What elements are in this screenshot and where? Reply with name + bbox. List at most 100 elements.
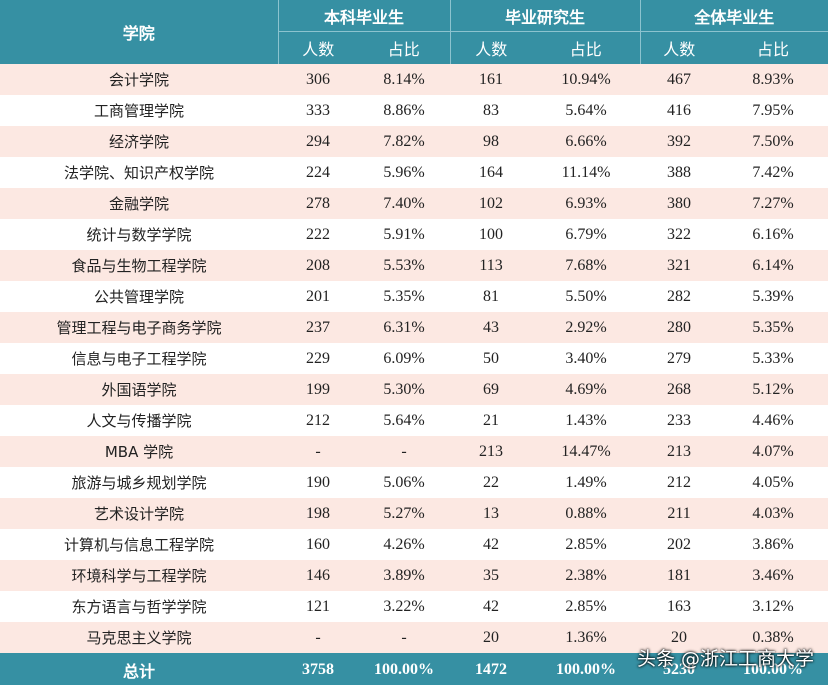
- cell: 222: [306, 225, 330, 243]
- college-name: 东方语言与哲学学院: [71, 598, 207, 616]
- cell: 294: [306, 132, 330, 150]
- cell: 42: [483, 535, 500, 553]
- cell: 100: [479, 225, 504, 243]
- cell: 0.38%: [752, 628, 794, 646]
- cell: 113: [479, 256, 503, 274]
- header-sub: 人数: [449, 31, 533, 64]
- cell: 81: [483, 287, 500, 305]
- cell: 392: [667, 132, 692, 150]
- cell: 5.53%: [383, 256, 425, 274]
- table-row: 金融学院 278 7.40% 102 6.93% 380 7.27%: [0, 188, 828, 219]
- college-name: 金融学院: [108, 195, 169, 213]
- cell: 279: [667, 349, 692, 367]
- cell: 20: [483, 628, 500, 646]
- cell: 5.96%: [383, 163, 425, 181]
- cell: 202: [667, 535, 692, 553]
- cell: 50: [483, 349, 500, 367]
- cell: 7.42%: [752, 163, 794, 181]
- cell: 213: [479, 442, 504, 460]
- table-row: 东方语言与哲学学院 121 3.22% 42 2.85% 163 3.12%: [0, 591, 828, 622]
- cell: 6.66%: [565, 132, 607, 150]
- total-label: 总计: [0, 653, 278, 685]
- cell: 388: [667, 163, 692, 181]
- table-row: 统计与数学学院 222 5.91% 100 6.79% 322 6.16%: [0, 219, 828, 250]
- cell: 321: [667, 256, 692, 274]
- college-name: 管理工程与电子商务学院: [56, 319, 222, 337]
- cell: 7.27%: [752, 194, 794, 212]
- college-name: 公共管理学院: [93, 288, 184, 306]
- cell: 5.12%: [752, 380, 794, 398]
- cell: 2.85%: [565, 597, 607, 615]
- cell: 21: [483, 411, 500, 429]
- header-group: 毕业研究生: [449, 0, 641, 32]
- cell: 268: [667, 380, 692, 398]
- cell: 3.12%: [752, 597, 794, 615]
- cell: 198: [306, 504, 330, 522]
- total-cell: 100.00%: [532, 653, 641, 685]
- cell: 69: [483, 380, 500, 398]
- cell: -: [315, 442, 321, 460]
- cell: 380: [667, 194, 692, 212]
- cell: 98: [483, 132, 500, 150]
- cell: 181: [667, 566, 692, 584]
- cell: 1.43%: [565, 411, 607, 429]
- cell: 7.50%: [752, 132, 794, 150]
- college-name: 法学院、知识产权学院: [63, 164, 214, 182]
- total-cell: 5230: [640, 653, 719, 685]
- cell: 282: [667, 287, 692, 305]
- total-cell: 3758: [278, 653, 358, 685]
- cell: 333: [306, 101, 330, 119]
- cell: 5.35%: [383, 287, 425, 305]
- college-name: 信息与电子工程学院: [71, 350, 207, 368]
- cell: 42: [483, 597, 500, 615]
- cell: 1.49%: [565, 473, 607, 491]
- cell: 7.82%: [383, 132, 425, 150]
- cell: 6.93%: [565, 194, 607, 212]
- cell: 6.31%: [383, 318, 425, 336]
- header-group: 本科毕业生: [277, 0, 451, 32]
- cell: 22: [483, 473, 500, 491]
- cell: 416: [667, 101, 692, 119]
- college-name: 食品与生物工程学院: [71, 257, 207, 275]
- table-row: 信息与电子工程学院 229 6.09% 50 3.40% 279 5.33%: [0, 343, 828, 374]
- cell: 233: [667, 411, 692, 429]
- college-name: 经济学院: [108, 133, 169, 151]
- table-row: 马克思主义学院 - - 20 1.36% 20 0.38%: [0, 622, 828, 653]
- cell: 306: [306, 70, 330, 88]
- cell: 4.07%: [752, 442, 794, 460]
- cell: 5.91%: [383, 225, 425, 243]
- college-name: 统计与数学学院: [86, 226, 192, 244]
- table-row: 会计学院 306 8.14% 161 10.94% 467 8.93%: [0, 64, 828, 95]
- table-row: 管理工程与电子商务学院 237 6.31% 43 2.92% 280 5.35%: [0, 312, 828, 343]
- cell: 467: [667, 70, 692, 88]
- header-sub: 占比: [532, 31, 641, 64]
- college-name: MBA 学院: [104, 443, 174, 461]
- cell: 2.38%: [565, 566, 607, 584]
- cell: 322: [667, 225, 692, 243]
- cell: 11.14%: [561, 163, 611, 181]
- cell: 6.14%: [752, 256, 794, 274]
- cell: -: [401, 442, 407, 460]
- cell: 8.93%: [752, 70, 794, 88]
- table-row: 计算机与信息工程学院 160 4.26% 42 2.85% 202 3.86%: [0, 529, 828, 560]
- table-row: 人文与传播学院 212 5.64% 21 1.43% 233 4.46%: [0, 405, 828, 436]
- cell: 146: [306, 566, 330, 584]
- cell: 6.09%: [383, 349, 425, 367]
- total-row: 总计 3758 100.00% 1472 100.00% 5230 100.00%: [0, 653, 828, 685]
- header-sub: 人数: [639, 31, 719, 64]
- table-row: 经济学院 294 7.82% 98 6.66% 392 7.50%: [0, 126, 828, 157]
- college-name: 会计学院: [108, 71, 169, 89]
- table-row: 工商管理学院 333 8.86% 83 5.64% 416 7.95%: [0, 95, 828, 126]
- cell: 14.47%: [561, 442, 611, 460]
- cell: 4.26%: [383, 535, 425, 553]
- cell: 4.46%: [752, 411, 794, 429]
- cell: 5.64%: [565, 101, 607, 119]
- college-name: 人文与传播学院: [86, 412, 192, 430]
- cell: 224: [306, 163, 330, 181]
- college-name: 计算机与信息工程学院: [63, 536, 214, 554]
- table-row: 食品与生物工程学院 208 5.53% 113 7.68% 321 6.14%: [0, 250, 828, 281]
- cell: 2.85%: [565, 535, 607, 553]
- cell: 5.33%: [752, 349, 794, 367]
